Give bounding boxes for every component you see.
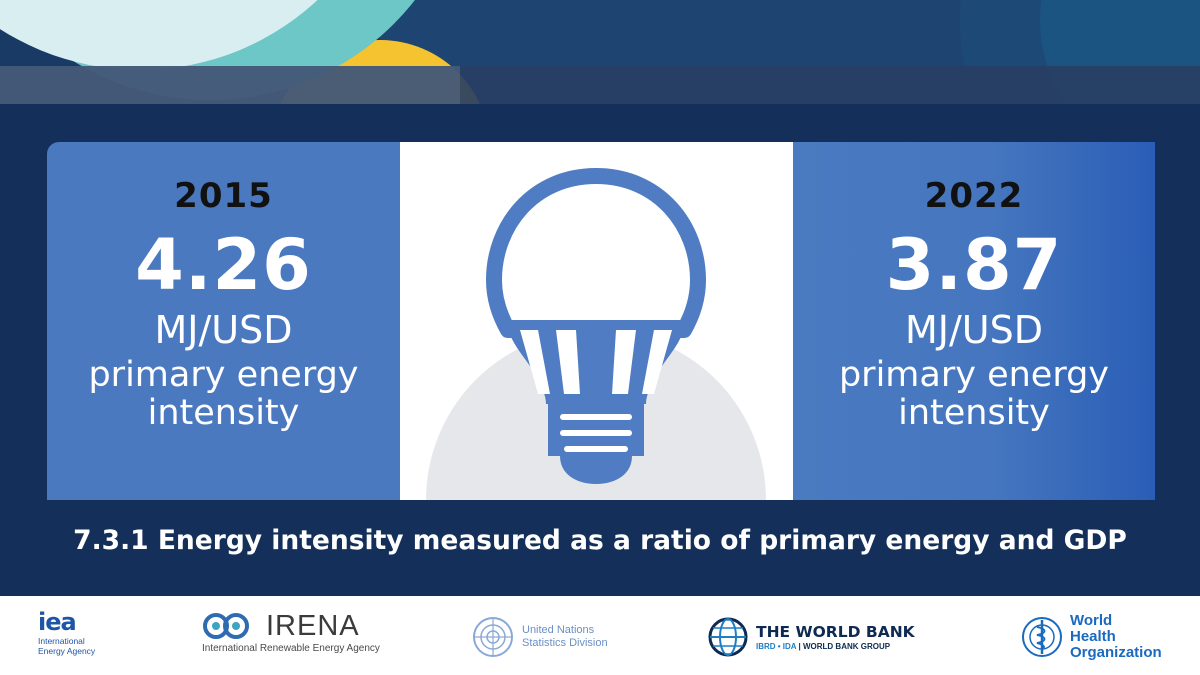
who-logo: World Health Organization — [1020, 612, 1162, 661]
stat-card-2022: 2022 3.87 MJ/USD primary energy intensit… — [793, 142, 1155, 500]
stat-year: 2015 — [174, 176, 273, 216]
stat-value: 4.26 — [135, 224, 312, 306]
stat-year: 2022 — [924, 176, 1024, 216]
un-emblem-icon — [473, 617, 513, 657]
stat-description: primary energy intensity — [838, 355, 1110, 433]
stat-value: 3.87 — [885, 224, 1063, 306]
irena-logo-subtitle: International Renewable Energy Agency — [202, 643, 380, 654]
irena-emblem-icon — [203, 613, 249, 639]
irena-logo-mark: IRENA — [266, 610, 360, 642]
irena-logo: IRENA International Renewable Energy Age… — [202, 610, 380, 656]
iea-logo: iea International Energy Agency — [38, 610, 104, 656]
partner-logo-bar: iea International Energy Agency IRENA In… — [0, 596, 1200, 675]
stat-unit: MJ/USD — [905, 308, 1043, 352]
world-bank-logo-subtitle: IBRD • IDA | WORLD BANK GROUP — [756, 641, 891, 651]
un-statistics-logo: United Nations Statistics Division — [472, 614, 614, 660]
un-logo-text: United Nations Statistics Division — [522, 624, 608, 649]
who-logo-text: World Health Organization — [1070, 612, 1162, 661]
lightbulb-icon — [426, 168, 766, 500]
icon-panel — [400, 142, 793, 500]
who-emblem-icon — [1022, 617, 1062, 657]
decorative-banner — [0, 0, 1200, 104]
stat-card-2015: 2015 4.26 MJ/USD primary energy intensit… — [47, 142, 400, 500]
stat-unit: MJ/USD — [154, 308, 293, 352]
iea-logo-mark: iea — [38, 608, 77, 636]
iea-logo-subtitle: International Energy Agency — [38, 636, 96, 656]
main-panel: 2015 4.26 MJ/USD primary energy intensit… — [0, 104, 1200, 596]
world-bank-logo: THE WORLD BANK IBRD • IDA | WORLD BANK G… — [708, 614, 915, 660]
globe-icon — [708, 617, 748, 657]
world-bank-logo-mark: THE WORLD BANK — [756, 622, 915, 641]
indicator-caption: 7.3.1 Energy intensity measured as a rat… — [73, 525, 1127, 556]
stat-description: primary energy intensity — [88, 355, 359, 433]
